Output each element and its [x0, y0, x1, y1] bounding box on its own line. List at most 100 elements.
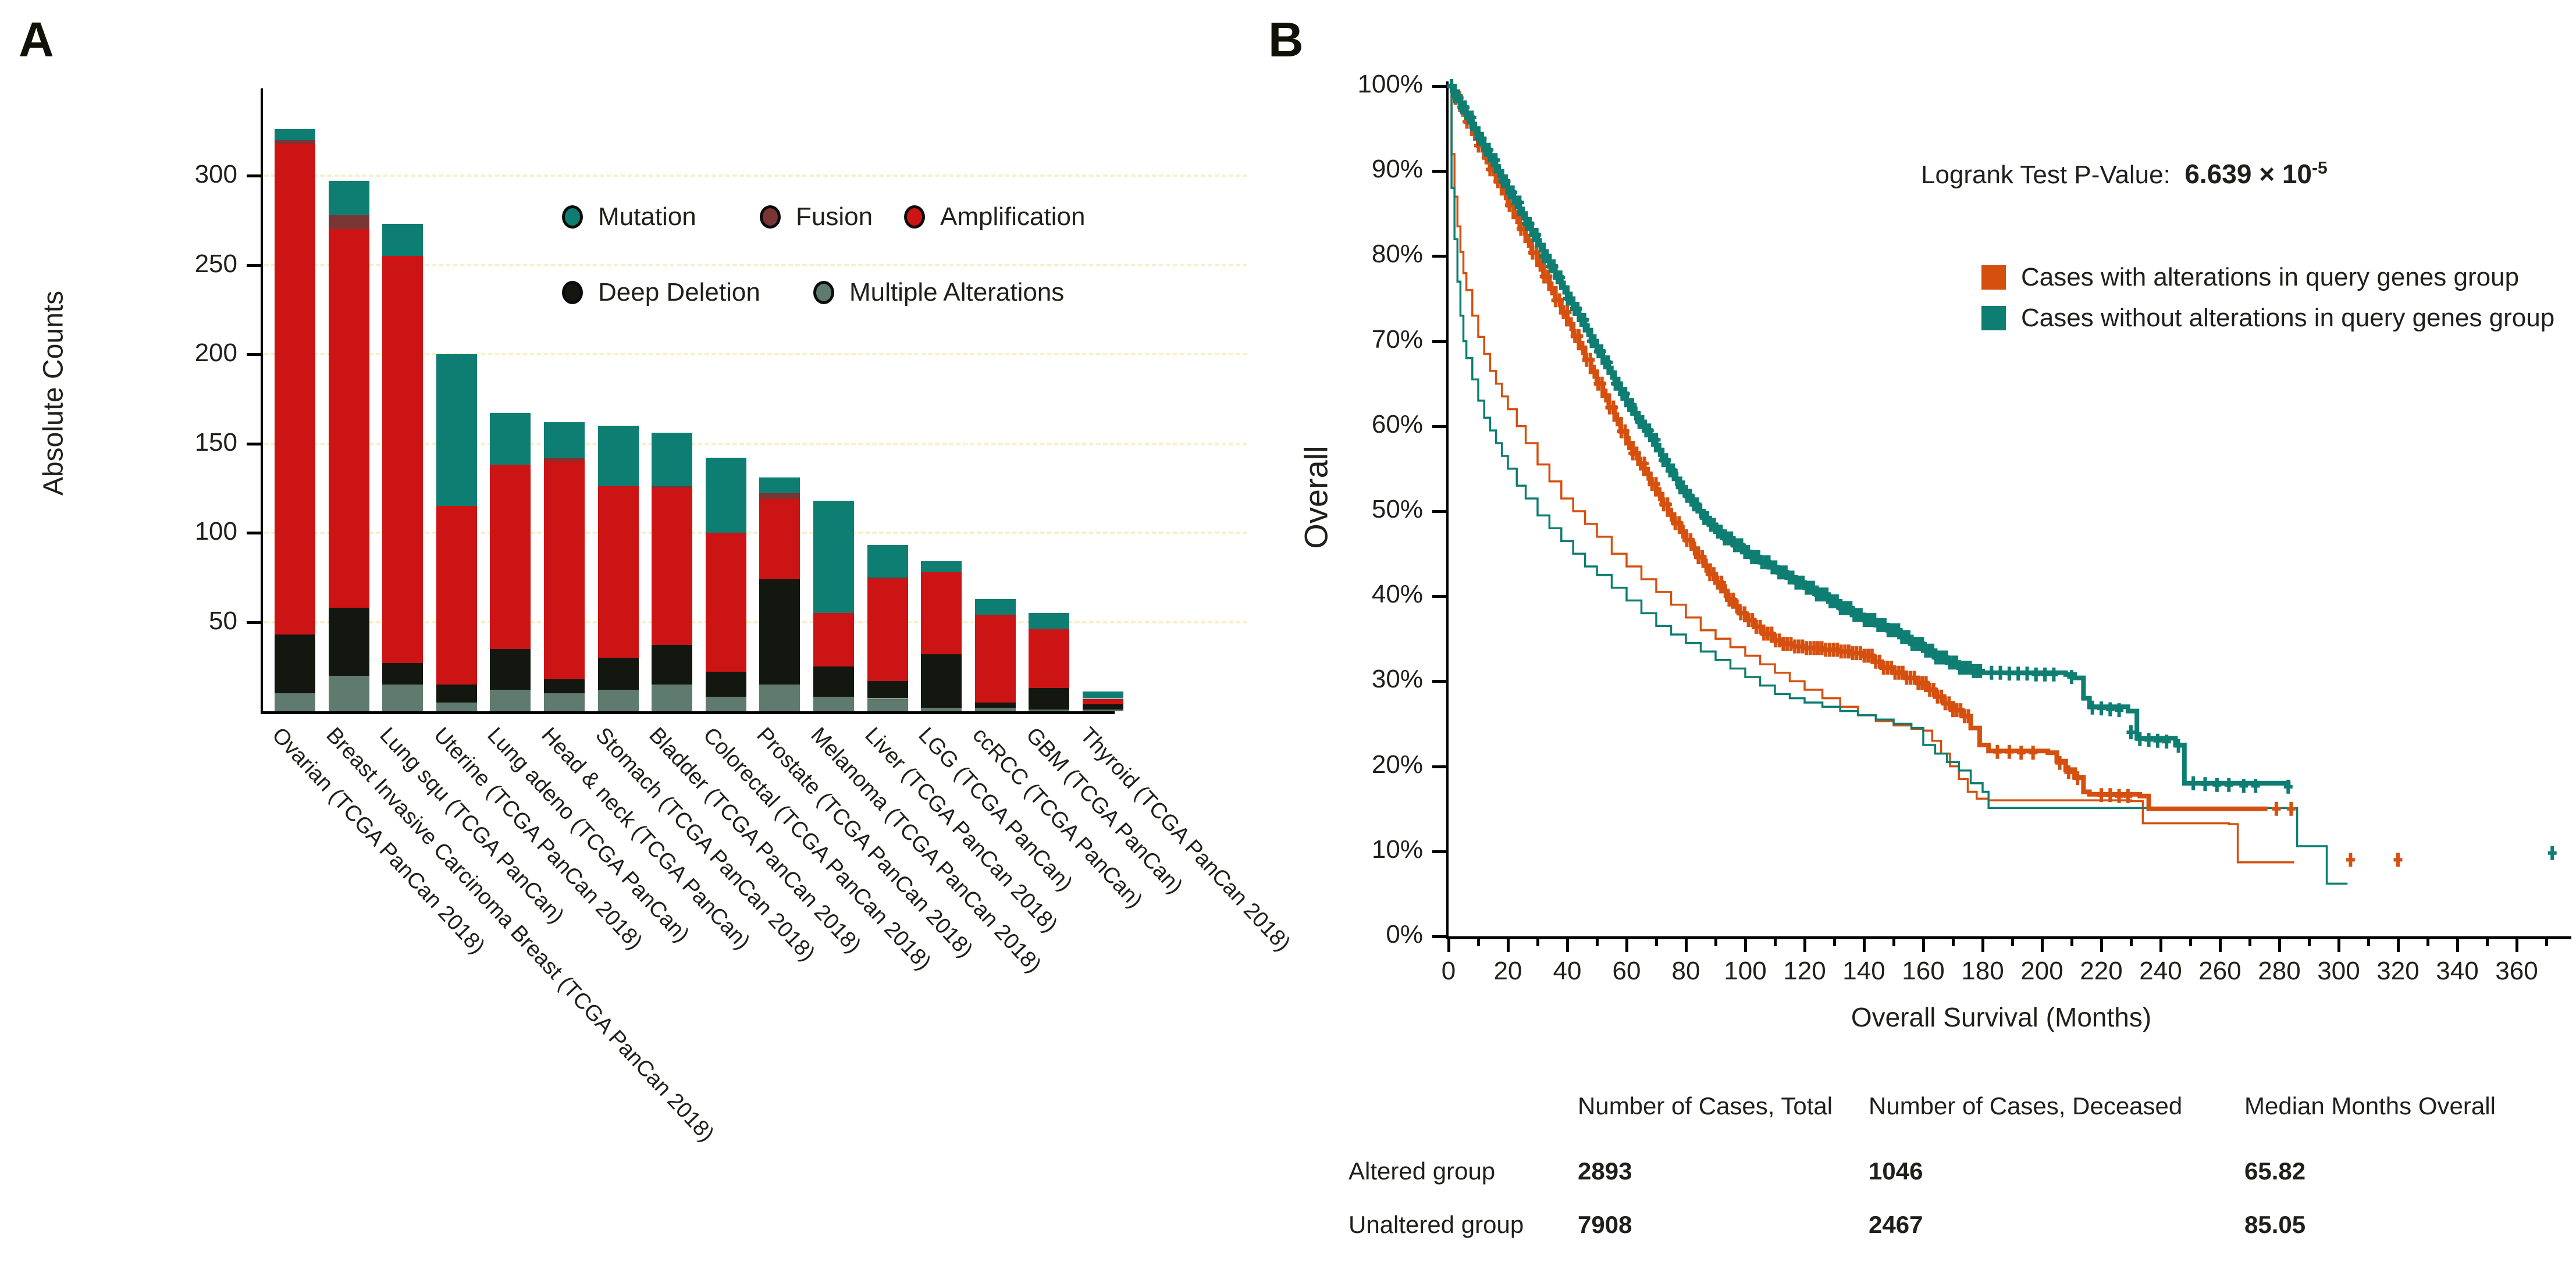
- y-tick-label-b: 50%: [1371, 495, 1423, 523]
- x-tick-label-b: 240: [2139, 957, 2182, 985]
- bar-segment-amplification: [1083, 698, 1123, 704]
- x-tick-b-major: [1922, 939, 1925, 952]
- x-category-label: Thyroid (TCGA PanCan 2018): [1075, 723, 1296, 956]
- legend-label: Cases with alterations in query genes gr…: [2021, 263, 2520, 291]
- censor-mark: [1604, 355, 1613, 370]
- survival-curve-altered-main: [1449, 84, 2268, 811]
- censor-mark: [2174, 739, 2183, 753]
- censor-mark: [1584, 323, 1593, 337]
- censor-mark: [2224, 778, 2233, 792]
- censor-mark: [1547, 281, 1556, 295]
- censor-mark: [2547, 846, 2557, 860]
- censor-mark: [1717, 575, 1726, 590]
- bar-segment-deep-deletion: [921, 654, 962, 708]
- bar-segment-fusion: [652, 486, 693, 489]
- censor-mark: [1702, 558, 1711, 573]
- bar-segment-amplification: [867, 579, 908, 681]
- censor-mark: [2023, 666, 2031, 681]
- y-tick-label-b: 30%: [1371, 665, 1423, 694]
- legend-label: Cases without alterations in query genes…: [2021, 304, 2555, 332]
- mutation-dot-icon: [562, 205, 583, 229]
- censor-mark: [2088, 700, 2097, 715]
- bar-segment-fusion: [275, 140, 315, 144]
- bar-segment-amplification: [436, 505, 477, 685]
- x-tick-b-major: [2397, 939, 2400, 952]
- y-tick-b: [1432, 255, 1446, 258]
- censor-mark: [2013, 666, 2023, 681]
- bar-segment-multiple-alterations: [705, 697, 746, 711]
- fusion-dot-icon: [760, 205, 781, 229]
- bar-segment-mutation: [867, 545, 908, 578]
- y-tick-label-b: 100%: [1357, 70, 1423, 98]
- x-tick-b-major: [1507, 939, 1510, 952]
- bar-segment-deep-deletion: [813, 666, 854, 697]
- bar-segment-mutation: [382, 223, 424, 256]
- censor-mark: [1467, 110, 1476, 125]
- x-tick-b-minor: [2545, 939, 2548, 946]
- altered-swatch-icon: [1981, 265, 2006, 290]
- x-tick-b-minor: [1477, 939, 1480, 946]
- x-tick-label-b: 60: [1612, 957, 1641, 985]
- x-tick-b-minor: [1833, 939, 1836, 946]
- y-tick-label-a: 250: [194, 249, 237, 278]
- legend-label: Deep Deletion: [598, 278, 760, 306]
- censor-mark: [2201, 777, 2209, 792]
- censor-mark: [2153, 733, 2162, 748]
- amplification-dot-icon: [904, 205, 925, 229]
- censor-mark: [1525, 216, 1535, 231]
- censor-mark: [1672, 472, 1681, 486]
- censor-mark: [1549, 259, 1559, 273]
- x-tick-b-minor: [2308, 939, 2311, 946]
- bar-segment-mutation: [544, 422, 585, 458]
- x-axis-line-b: [1446, 936, 2571, 939]
- bar-segment-amplification: [490, 465, 531, 649]
- censor-mark: [1663, 497, 1672, 512]
- bar-segment-multiple-alterations: [275, 693, 315, 711]
- bar-segment-mutation: [1083, 691, 1123, 699]
- y-axis-line-b: [1446, 81, 1449, 939]
- x-tick-b-major: [1625, 939, 1628, 952]
- y-tick-a: [247, 174, 261, 177]
- legend-item-multiple-alterations: Multiple Alterations: [813, 278, 1064, 307]
- bar-segment-deep-deletion: [705, 672, 746, 697]
- panel-a-label: A: [19, 12, 54, 67]
- censor-mark: [1478, 131, 1487, 146]
- y-tick-label-b: 0%: [1386, 920, 1423, 949]
- bar-segment-amplification: [328, 229, 369, 608]
- censor-mark: [1645, 423, 1654, 438]
- bar-segment-multiple-alterations: [974, 707, 1016, 711]
- altered-median: 65.82: [2244, 1157, 2306, 1185]
- x-tick-b-major: [1744, 939, 1747, 952]
- survival-curve-unaltered-main: [1449, 84, 2291, 786]
- censor-mark: [2162, 735, 2171, 749]
- survival-curve-altered-lower-thin: [1449, 85, 2294, 864]
- censor-mark: [1532, 227, 1542, 242]
- legend-label: Fusion: [796, 202, 873, 231]
- x-tick-b-minor: [2070, 939, 2073, 946]
- x-tick-b-minor: [2189, 939, 2192, 946]
- bar-segment-deep-deletion: [1083, 704, 1123, 710]
- censor-mark: [1638, 415, 1648, 429]
- x-tick-label-b: 180: [1961, 957, 2004, 985]
- x-axis-title-b: Overall Survival (Months): [1851, 1002, 2152, 1032]
- table-header-total: Number of Cases, Total: [1578, 1092, 1833, 1120]
- censor-mark: [1518, 206, 1528, 221]
- censor-mark: [2123, 789, 2133, 803]
- y-axis-title-a: Absolute Counts: [38, 290, 69, 496]
- censor-mark: [1589, 365, 1599, 379]
- bar-segment-mutation: [759, 477, 800, 494]
- censor-mark: [1513, 210, 1522, 224]
- y-tick-label-b: 40%: [1371, 580, 1423, 609]
- x-axis-line-a: [261, 711, 1115, 714]
- censor-mark: [2251, 779, 2260, 793]
- x-tick-b-major: [2515, 939, 2518, 952]
- y-tick-b: [1432, 935, 1446, 938]
- y-tick-label-a: 50: [209, 606, 237, 635]
- bar-segment-mutation: [705, 458, 746, 533]
- censor-mark: [2005, 666, 2014, 681]
- bar-segment-fusion: [759, 493, 800, 499]
- censor-mark: [1621, 387, 1630, 401]
- y-tick-a: [247, 621, 261, 624]
- y-tick-b: [1432, 595, 1446, 598]
- grid-line-250: [264, 263, 1247, 266]
